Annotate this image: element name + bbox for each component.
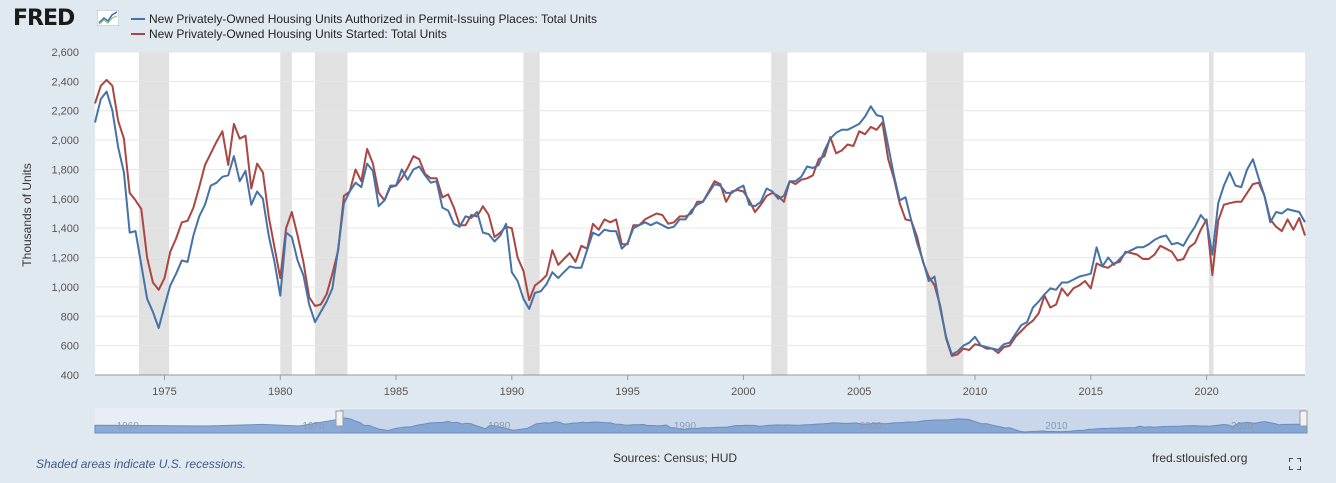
navigator-tick-label: 2020 xyxy=(1231,421,1254,432)
navigator-handle-right[interactable] xyxy=(1299,410,1308,427)
y-tick-label: 800 xyxy=(61,311,79,323)
legend-item-starts[interactable]: New Privately-Owned Housing Units Starte… xyxy=(131,27,447,41)
legend-swatch-permits xyxy=(131,17,145,20)
y-tick-label: 600 xyxy=(61,341,79,353)
x-tick-label: 2000 xyxy=(731,386,755,398)
navigator-tick-label: 2010 xyxy=(1045,421,1068,432)
x-tick-label: 1985 xyxy=(384,386,408,398)
y-tick-label: 1,600 xyxy=(51,194,79,206)
y-tick-label: 1,800 xyxy=(51,164,79,176)
y-tick-label: 1,200 xyxy=(51,253,79,265)
series-line-permits xyxy=(94,90,1306,356)
legend-label-starts: New Privately-Owned Housing Units Starte… xyxy=(149,27,447,41)
fred-logo: FRED xyxy=(13,6,75,31)
y-tick-label: 1,000 xyxy=(51,282,79,294)
x-tick-label: 2020 xyxy=(1194,386,1218,398)
x-tick-label: 2010 xyxy=(963,386,987,398)
y-tick-label: 2,000 xyxy=(51,135,79,147)
legend-swatch-starts xyxy=(131,32,145,35)
x-tick-label: 1975 xyxy=(152,386,176,398)
navigator-tick-label: 1980 xyxy=(488,421,511,432)
x-tick-label: 1995 xyxy=(615,386,639,398)
y-tick-label: 2,400 xyxy=(51,76,79,88)
navigator-tick-label: 2000 xyxy=(860,421,883,432)
recession-note: Shaded areas indicate U.S. recessions. xyxy=(36,457,247,471)
recession-band-1 xyxy=(280,52,292,375)
x-tick-label: 1980 xyxy=(268,386,292,398)
y-tick-label: 2,200 xyxy=(51,106,79,118)
fred-logo-graph-icon xyxy=(97,10,119,26)
navigator-tick-label: 1990 xyxy=(674,421,697,432)
y-axis-label: Thousands of Units xyxy=(20,163,34,266)
navigator-tick-label: 1960 xyxy=(117,421,140,432)
legend-item-permits[interactable]: New Privately-Owned Housing Units Author… xyxy=(131,12,597,26)
recession-band-5 xyxy=(926,52,964,375)
plot-background xyxy=(95,52,1305,375)
source-text: Sources: Census; HUD xyxy=(613,451,738,465)
recession-band-6 xyxy=(1208,52,1214,375)
x-tick-label: 2015 xyxy=(1079,386,1103,398)
x-tick-label: 1990 xyxy=(500,386,524,398)
navigator-tick-label: 1970 xyxy=(302,421,325,432)
x-tick-label: 2005 xyxy=(847,386,871,398)
navigator-handle-left[interactable] xyxy=(335,410,344,427)
recession-band-0 xyxy=(139,52,170,375)
legend-label-permits: New Privately-Owned Housing Units Author… xyxy=(149,12,597,26)
y-tick-label: 2,600 xyxy=(51,47,79,59)
source-url[interactable]: fred.stlouisfed.org xyxy=(1152,451,1248,465)
navigator-series-area xyxy=(94,417,1308,434)
y-tick-label: 400 xyxy=(61,370,79,382)
y-tick-label: 1,400 xyxy=(51,223,79,235)
recession-band-4 xyxy=(771,52,788,375)
fullscreen-icon[interactable] xyxy=(1289,458,1301,470)
recession-band-3 xyxy=(523,52,540,375)
